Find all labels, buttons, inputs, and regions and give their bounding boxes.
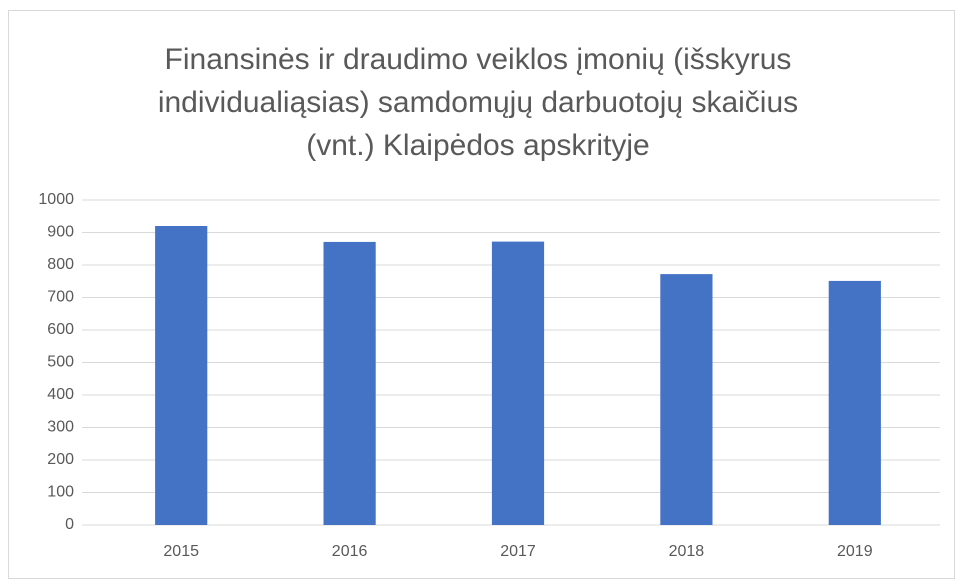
y-tick-label: 100	[47, 484, 74, 501]
y-tick-label: 200	[47, 451, 74, 468]
x-tick-label: 2017	[500, 543, 536, 560]
bar	[155, 226, 208, 525]
chart-border	[8, 10, 955, 579]
bar	[828, 280, 881, 525]
y-tick-label: 1000	[38, 191, 74, 208]
x-tick-label: 2019	[837, 543, 873, 560]
y-tick-label: 500	[47, 354, 74, 371]
y-tick-label: 700	[47, 289, 74, 306]
chart-title: Finansinės ir draudimo veiklos įmonių (i…	[157, 43, 799, 162]
bar	[491, 241, 545, 525]
x-tick-label: 2018	[669, 543, 705, 560]
y-tick-label: 900	[47, 224, 74, 241]
bar	[323, 241, 376, 526]
x-tick-label: 2015	[163, 543, 199, 560]
y-tick-label: 0	[65, 516, 74, 533]
y-tick-label: 600	[47, 321, 74, 338]
bar	[660, 274, 713, 525]
y-tick-label: 300	[47, 419, 74, 436]
y-tick-label: 800	[47, 256, 74, 273]
x-tick-label: 2016	[332, 543, 368, 560]
y-tick-label: 400	[47, 386, 74, 403]
